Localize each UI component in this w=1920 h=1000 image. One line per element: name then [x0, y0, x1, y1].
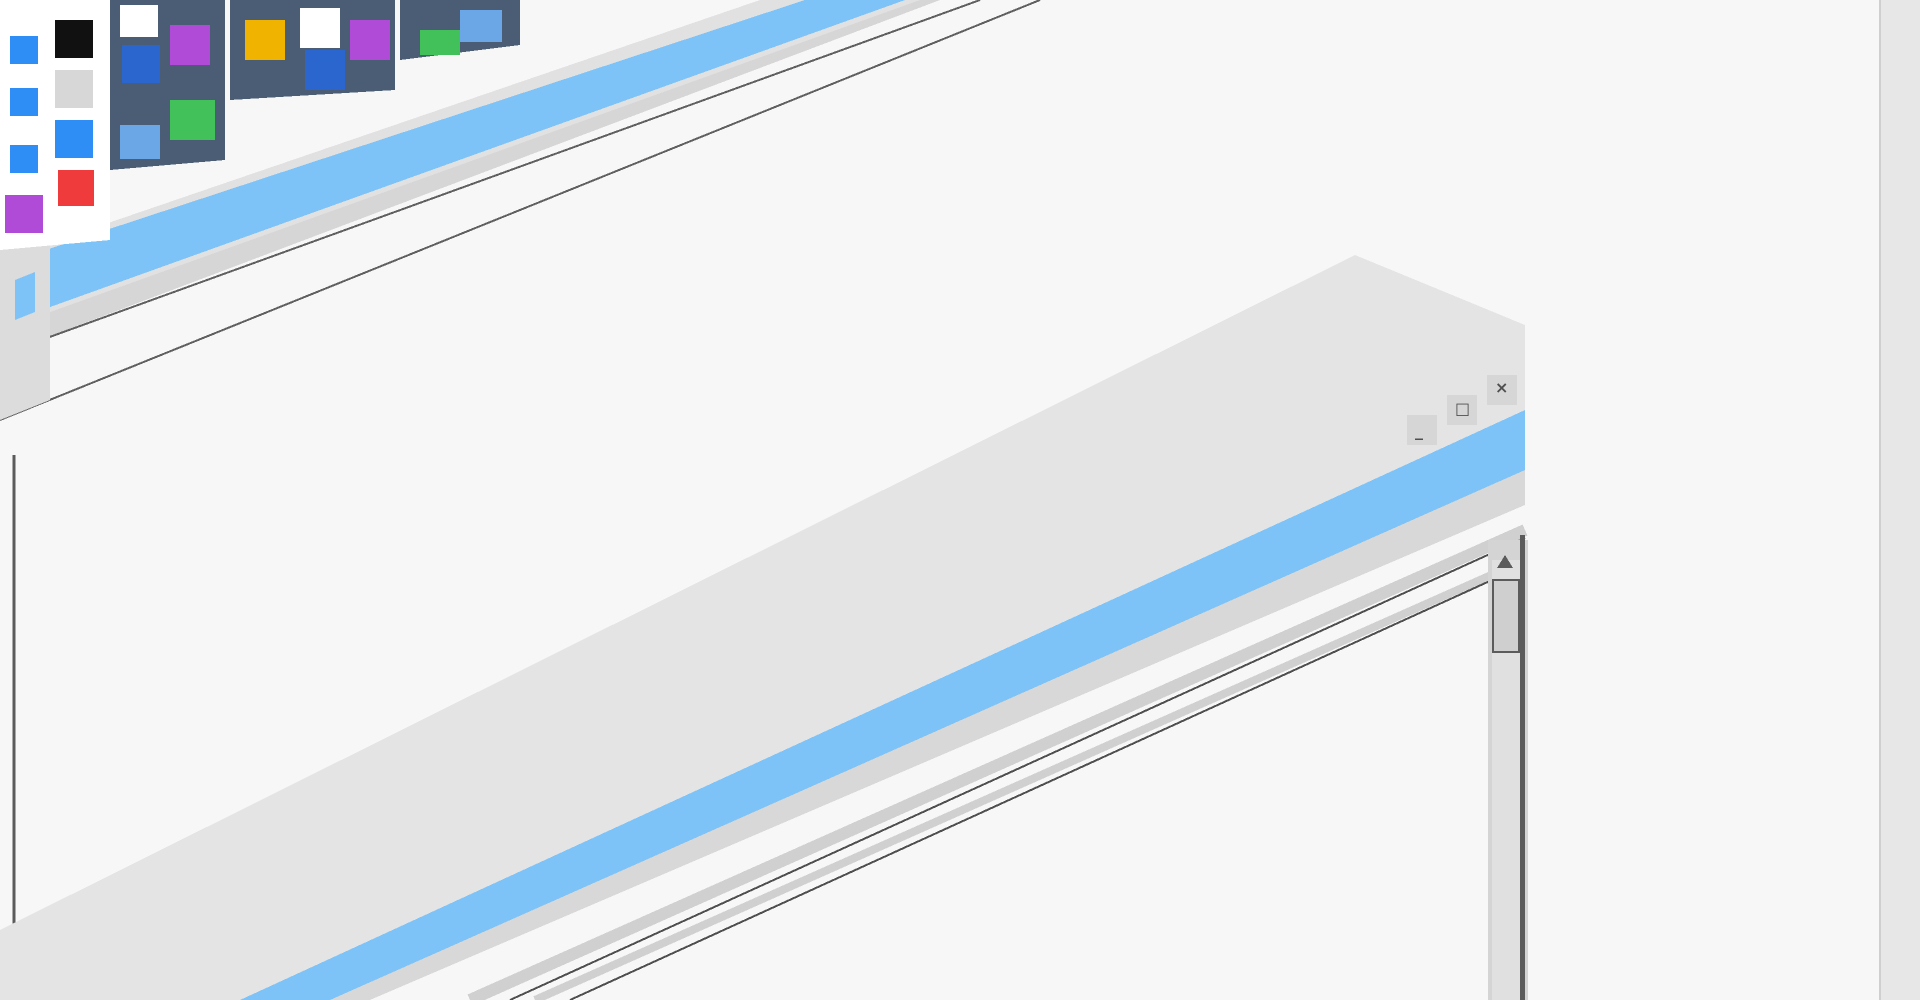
main-window-outline-2 — [569, 564, 1526, 1000]
main-window-outline-1 — [509, 537, 1526, 1000]
app-store-icon — [55, 120, 93, 158]
facebook-icon — [305, 50, 345, 90]
background-window-outline-2 — [0, 0, 1041, 421]
main-window-right-border — [1520, 535, 1525, 1000]
background-window-left-strip — [0, 220, 50, 420]
main-window — [0, 255, 1528, 1000]
instagram-icon — [350, 20, 390, 60]
facebook-icon — [122, 45, 160, 83]
weather-icon — [10, 36, 38, 64]
background-window-left-accent — [15, 272, 35, 320]
mail-icon — [120, 125, 160, 159]
camera-icon — [170, 25, 210, 65]
instagram-icon — [5, 195, 43, 233]
music-icon — [300, 8, 340, 48]
main-window-slab — [0, 255, 1525, 1000]
minimize-icon — [1407, 415, 1437, 445]
right-edge-panel — [1880, 0, 1920, 1000]
close-button[interactable] — [1487, 375, 1517, 405]
music-icon — [120, 5, 158, 37]
safari-icon — [10, 88, 38, 116]
minimize-button[interactable] — [1407, 415, 1437, 445]
background-window-outline-1 — [0, 0, 981, 356]
main-window-titlebar — [240, 410, 1525, 1000]
telegram-icon — [10, 145, 38, 173]
messages-icon — [420, 30, 460, 55]
soccer-ball-icon — [55, 20, 93, 58]
main-window-titlebar-bottom-border — [330, 470, 1525, 1000]
maximize-icon — [1447, 395, 1477, 425]
messages-icon — [170, 100, 215, 140]
close-icon — [1487, 375, 1517, 405]
maximize-button[interactable] — [1447, 395, 1477, 425]
scroll-thumb[interactable] — [1493, 580, 1519, 652]
calendar-icon — [55, 70, 93, 108]
scroll-up-button[interactable] — [1492, 548, 1520, 576]
background-window — [0, 0, 1041, 925]
background-window-titlebar — [0, 0, 905, 325]
background-window-edge — [0, 0, 940, 355]
arrow-up-icon — [1497, 555, 1513, 568]
main-window-inner-stripe-1 — [467, 524, 1528, 1000]
mail-icon — [460, 10, 502, 42]
app-panels — [0, 0, 520, 250]
game-controller-icon — [245, 20, 285, 60]
phone-icon — [58, 170, 94, 206]
main-window-scroll-thumb — [1492, 579, 1520, 653]
main-window-inner-stripe-2 — [533, 556, 1527, 1000]
